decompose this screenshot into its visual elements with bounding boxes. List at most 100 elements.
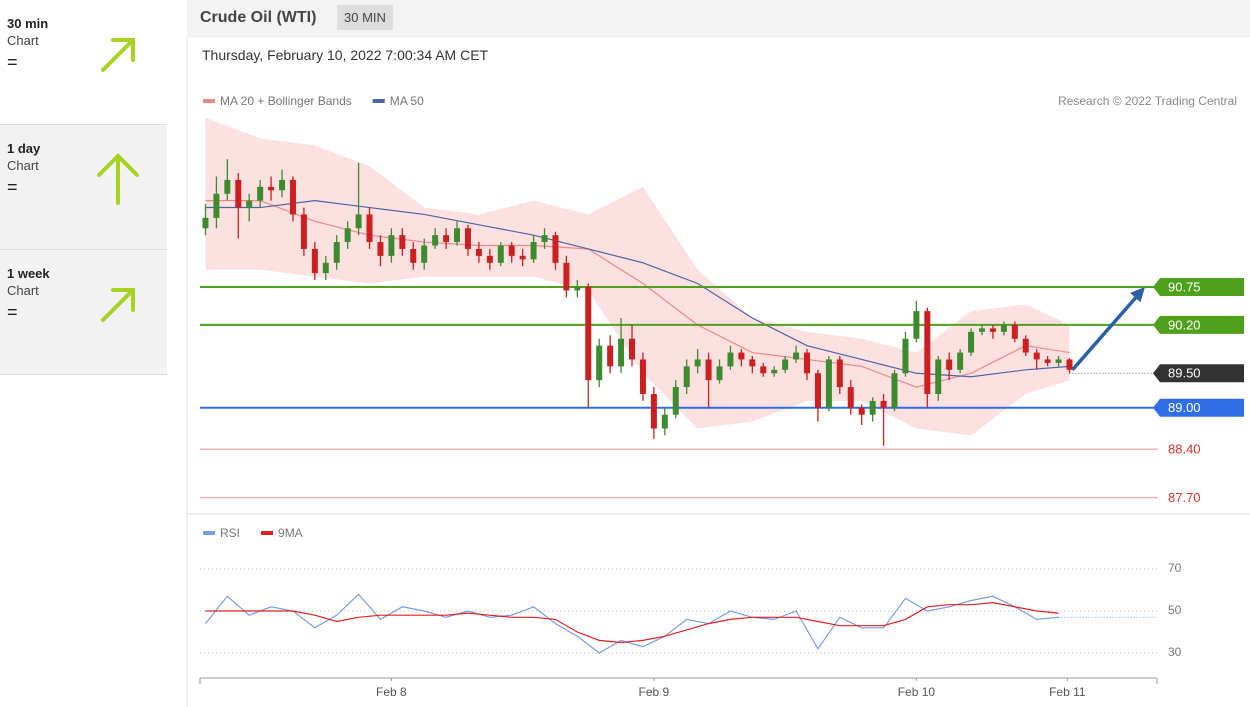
candle-body <box>782 359 789 370</box>
candle-body <box>771 369 778 374</box>
candle-body <box>913 311 920 339</box>
candle-body <box>399 235 406 249</box>
candle-body <box>508 245 515 256</box>
candle-body <box>530 242 537 260</box>
legend-label: MA 50 <box>390 94 424 108</box>
level-box <box>1153 364 1244 383</box>
candle-body <box>377 242 384 256</box>
candle-body <box>738 352 745 360</box>
label: Chart <box>7 283 39 298</box>
candle-body <box>618 338 625 367</box>
candle-body <box>464 228 471 249</box>
signal: = <box>7 302 18 322</box>
candle-body <box>814 373 821 408</box>
candle-body <box>552 235 559 263</box>
legend-label: MA 20 + Bollinger Bands <box>220 94 352 108</box>
candle-body <box>486 255 493 263</box>
period: 1 day <box>7 141 41 156</box>
candle-body <box>268 186 275 191</box>
legend-swatch <box>203 99 215 103</box>
candle-body <box>300 214 307 249</box>
legend-swatch <box>203 531 215 535</box>
y-tick-label: 50 <box>1168 603 1182 617</box>
arrow-icon <box>101 38 135 72</box>
candle-body <box>989 328 996 332</box>
level-box <box>1153 277 1244 296</box>
candle-body <box>749 359 756 367</box>
candle-body <box>1000 324 1007 332</box>
timestamp: Thursday, February 10, 2022 7:00:34 AM C… <box>202 47 489 63</box>
signal: = <box>7 52 18 72</box>
moving-average <box>205 200 1070 378</box>
x-tick-label: Feb 10 <box>898 685 936 699</box>
candle-body <box>202 217 209 229</box>
candle-body <box>224 179 231 194</box>
level-label: 89.50 <box>1168 366 1201 381</box>
candle-body <box>1044 359 1051 363</box>
candle-body <box>289 179 296 215</box>
candle-body <box>1033 352 1040 360</box>
candle-body <box>727 352 734 367</box>
x-tick-label: Feb 11 <box>1049 685 1086 699</box>
candle-body <box>366 214 373 243</box>
legend-label: RSI <box>220 526 240 540</box>
candle-body <box>355 214 362 229</box>
candle-body <box>694 359 701 367</box>
candle-body <box>661 414 668 429</box>
candle-body <box>847 387 854 408</box>
header: Crude Oil (WTI) 30 MIN <box>187 0 1250 38</box>
candle-body <box>683 366 690 388</box>
candle-body <box>541 235 548 243</box>
level-box <box>1153 398 1244 417</box>
candle-body <box>311 248 318 274</box>
candle-body <box>585 286 592 381</box>
legend-swatch <box>372 99 385 103</box>
candle-body <box>891 373 898 408</box>
candle-body <box>836 359 843 388</box>
candle-body <box>869 400 876 415</box>
candle-body <box>388 235 395 256</box>
label: Chart <box>7 158 39 173</box>
candle-body <box>235 179 242 208</box>
candle-body <box>607 345 614 367</box>
moving-average <box>205 200 1070 388</box>
bollinger-band <box>205 117 1070 436</box>
candle-body <box>475 248 482 256</box>
candle-body <box>574 286 581 291</box>
candle-body <box>716 366 723 381</box>
candle-body <box>454 228 461 243</box>
candle-body <box>793 352 800 360</box>
candle-body <box>1066 359 1073 370</box>
y-tick-label: 70 <box>1168 561 1182 575</box>
candle-body <box>1022 338 1029 353</box>
legend-label: 9MA <box>278 526 303 540</box>
period-item[interactable]: 1 week Chart = <box>0 250 167 375</box>
timeframe-badge[interactable]: 30 MIN <box>337 5 393 30</box>
candle-body <box>880 400 887 408</box>
level-label: 88.40 <box>1168 442 1201 457</box>
candle-body <box>322 262 329 274</box>
candle-body <box>257 186 264 201</box>
candle-body <box>421 245 428 263</box>
level-label: 90.75 <box>1168 279 1201 294</box>
y-tick-label: 30 <box>1168 645 1182 659</box>
candle-body <box>825 359 832 408</box>
candle-body <box>279 179 286 191</box>
x-tick-label: Feb 8 <box>376 685 407 699</box>
candle-body <box>246 200 253 208</box>
candle-body <box>432 235 439 246</box>
candle-body <box>705 359 712 381</box>
candle-body <box>443 235 450 243</box>
candle-body <box>1055 359 1062 363</box>
period-item[interactable]: 1 day Chart = <box>0 125 167 250</box>
candle-body <box>946 359 953 370</box>
legend-swatch <box>261 531 274 535</box>
period-item[interactable]: 30 min Chart = <box>0 0 167 125</box>
period: 30 min <box>7 16 49 31</box>
candle-body <box>1011 324 1018 339</box>
credit: Research © 2022 Trading Central <box>1058 94 1237 108</box>
rsi-line <box>205 593 1059 654</box>
forecast-arrow <box>1071 292 1141 371</box>
level-label: 90.20 <box>1168 317 1201 332</box>
